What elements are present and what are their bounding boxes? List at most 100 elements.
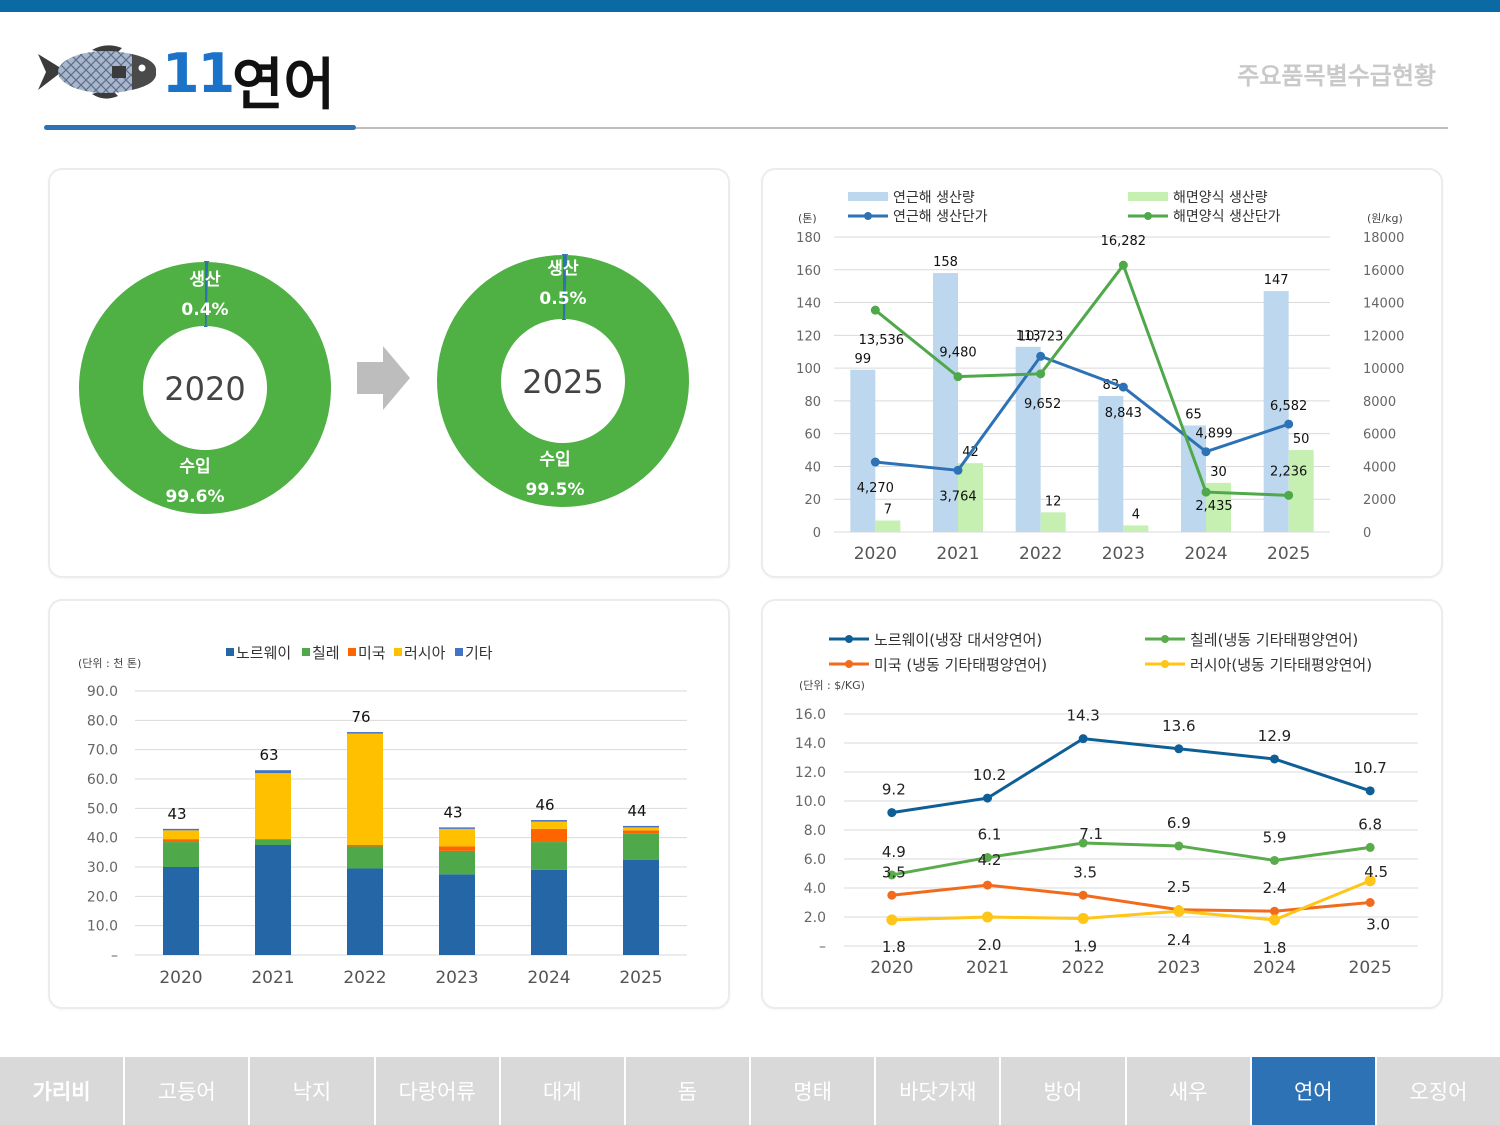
donut-value-production-2025: 0.5% [539,289,586,309]
tab-6[interactable]: 돔 [625,1057,752,1125]
section-subtitle: 주요품목별수급현황 [1237,62,1436,90]
combo-x-tick-label: 2021 [936,544,979,564]
stack-segment-칠레-2021 [255,839,291,845]
combo-line-aquaculture-price [874,262,1289,497]
combo-line-value-label: 9,480 [939,346,976,361]
stack-segment-칠레-2022 [347,846,383,869]
stack-legend-swatch [348,648,356,656]
combo-bar-value-label: 113 [1016,329,1041,344]
combo-line-coastal-price [875,354,1290,472]
price-y-tick-label: 16.0 [795,707,826,723]
price-value-label: 4.5 [1364,863,1388,881]
combo-line-point-2025 [1284,419,1294,429]
price-line-point-2024 [1270,754,1279,764]
combo-line-point-2023 [1118,382,1128,392]
stack-legend-label: 노르웨이 [236,644,291,662]
combo-x-tick-label: 2025 [1267,544,1310,564]
price-value-label: 9.2 [882,781,906,799]
tab-1[interactable]: 가리비 [0,1057,126,1125]
stack-y-tick-label: 10.0 [87,919,118,935]
stack-total-label: 44 [627,802,646,820]
price-legend-marker [845,660,853,668]
donut-value-production-2020: 0.4% [181,300,228,320]
stack-segment-기타-2023 [439,827,475,829]
stack-x-tick-label: 2022 [343,968,386,988]
combo-x-tick-label: 2022 [1019,544,1062,564]
tab-10[interactable]: 새우 [1126,1057,1252,1125]
combo-y-tick-label: 180 [796,231,821,246]
stack-segment-노르웨이-2022 [347,868,383,955]
tab-8[interactable]: 바닷가재 [876,1057,1002,1125]
combo-y2-tick-label: 10000 [1363,362,1404,377]
price-line-point-2025 [1365,786,1375,796]
tab-12[interactable]: 오징어 [1376,1057,1500,1125]
stack-legend-label: 기타 [465,644,493,662]
tab-9[interactable]: 방어 [1001,1057,1127,1125]
combo-line-point-2022 [1036,351,1046,361]
price-line-point-2021 [983,880,992,890]
combo-line-value-label: 8,843 [1105,406,1142,421]
price-line-point-2022 [1077,912,1089,924]
combo-line-value-label: 2,236 [1270,464,1307,479]
tab-3[interactable]: 낙지 [250,1057,376,1125]
domestic-production-panel: 0 20 40 60 80 100 120 140 160 180 0 2000 4000 6000 800… [761,168,1443,578]
combo-bar-aquaculture-2020 [875,520,901,532]
stack-y-tick-label: 50.0 [87,801,118,817]
price-line-point-2024 [1269,914,1280,926]
combo-legend-swatch [1128,192,1168,201]
price-y-tick-label: 2.0 [804,910,826,926]
stack-segment-미국-2022 [347,845,383,847]
combo-bar-value-label: 12 [1045,494,1062,509]
tab-7[interactable]: 명태 [751,1057,877,1125]
combo-line-point-2021 [953,465,963,475]
combo-bar-value-label: 50 [1293,432,1310,447]
price-x-tick-label: 2021 [966,958,1009,978]
combo-bar-value-label: 147 [1264,273,1289,288]
stack-x-tick-label: 2021 [251,968,294,988]
combo-right-unit: (원/kg) [1367,212,1403,225]
tab-2[interactable]: 고등어 [125,1057,251,1125]
stack-segment-러시아-2022 [347,733,383,845]
combo-line-point-2024 [1201,447,1211,457]
share-donut-charts: 2020 생산 0.4% 수입 99.6% 2025 생산 0.5% 수입 99.5% [78,253,690,514]
combo-bar-aquaculture-2025 [1288,450,1314,532]
tab-5[interactable]: 대게 [500,1057,626,1125]
tab-11[interactable]: 연어 [1251,1057,1377,1125]
combo-legend-label: 연근해 생산량 [893,190,975,206]
price-line-point-2022 [1078,734,1088,744]
stack-y-tick-label: – [111,948,118,964]
price-value-label: 10.2 [973,766,1006,784]
price-x-tick-label: 2024 [1253,958,1296,978]
stack-x-tick-label: 2024 [527,968,570,988]
price-line-3 [891,883,1371,913]
price-value-label: 1.9 [1073,937,1097,955]
combo-legend-label: 해면양식 생산단가 [1173,209,1281,225]
combo-legend-label: 연근해 생산단가 [893,209,988,225]
combo-line-point-2020 [870,457,880,467]
price-line-point-2025 [1365,842,1375,852]
combo-y2-tick-label: 6000 [1363,428,1396,443]
price-line-2 [891,841,1371,877]
price-line-1 [891,737,1371,815]
price-value-label: 3.0 [1366,916,1390,934]
stack-segment-러시아-2021 [255,773,291,840]
combo-bar-value-label: 99 [855,352,872,367]
price-value-label: 14.3 [1066,707,1099,725]
combo-line-value-label: 2,435 [1195,499,1232,514]
price-line-point-2020 [887,890,897,900]
combo-line-point-2025 [1284,490,1294,500]
combo-bar-coastal-2022 [1015,346,1041,532]
price-line-point-2022 [1078,838,1088,848]
stack-segment-미국-2024 [531,828,567,843]
stack-legend-swatch [302,648,310,656]
stack-segment-노르웨이-2024 [531,869,567,955]
donut-2020-slice-2 [78,262,331,514]
import-price-line-chart: – 2.0 4.0 6.0 8.0 10.0 12.0 14.0 16.0 (단위 : $/KG)… [795,631,1418,978]
donut-label-production-2025: 생산 [547,259,579,279]
combo-left-unit: (톤) [798,212,817,225]
price-value-label: 3.5 [882,863,906,881]
price-x-tick-label: 2022 [1062,958,1105,978]
tab-4[interactable]: 다랑어류 [375,1057,501,1125]
stack-segment-칠레-2023 [439,850,475,875]
combo-bar-aquaculture-2021 [958,463,983,532]
